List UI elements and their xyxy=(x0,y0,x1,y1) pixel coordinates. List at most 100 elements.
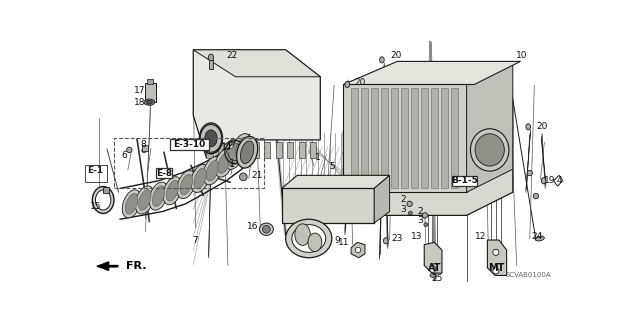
Polygon shape xyxy=(371,88,378,189)
Ellipse shape xyxy=(236,137,248,158)
Bar xyxy=(86,165,107,182)
Ellipse shape xyxy=(308,233,322,252)
Ellipse shape xyxy=(422,213,428,218)
Ellipse shape xyxy=(383,238,388,244)
Bar xyxy=(156,168,172,178)
Polygon shape xyxy=(344,85,467,192)
Ellipse shape xyxy=(526,124,531,130)
Text: AT: AT xyxy=(428,263,441,273)
Polygon shape xyxy=(218,142,224,158)
Polygon shape xyxy=(361,88,368,189)
Ellipse shape xyxy=(177,171,196,199)
Bar xyxy=(103,187,109,193)
Bar xyxy=(452,176,477,186)
Ellipse shape xyxy=(407,201,412,206)
Ellipse shape xyxy=(125,194,138,214)
Circle shape xyxy=(493,268,499,274)
Ellipse shape xyxy=(541,178,546,184)
Ellipse shape xyxy=(239,173,247,181)
Polygon shape xyxy=(451,88,458,189)
Ellipse shape xyxy=(180,174,193,195)
Ellipse shape xyxy=(533,193,539,199)
Ellipse shape xyxy=(241,141,254,164)
Circle shape xyxy=(429,266,436,272)
Polygon shape xyxy=(467,61,513,192)
Polygon shape xyxy=(282,175,390,189)
Circle shape xyxy=(493,249,499,256)
Ellipse shape xyxy=(470,129,509,171)
Polygon shape xyxy=(421,88,428,189)
Text: FR.: FR. xyxy=(126,261,147,271)
Text: E-1: E-1 xyxy=(88,166,104,175)
Ellipse shape xyxy=(430,273,435,277)
Bar xyxy=(209,60,213,69)
Ellipse shape xyxy=(475,134,504,166)
Ellipse shape xyxy=(527,170,532,176)
Ellipse shape xyxy=(203,157,222,185)
Ellipse shape xyxy=(225,141,243,169)
Polygon shape xyxy=(230,142,236,158)
Polygon shape xyxy=(299,142,305,158)
Text: 18: 18 xyxy=(134,99,146,108)
Ellipse shape xyxy=(122,190,141,218)
Ellipse shape xyxy=(355,247,361,253)
Polygon shape xyxy=(351,242,365,258)
Polygon shape xyxy=(287,142,293,158)
Text: MT: MT xyxy=(488,263,504,273)
Text: 20: 20 xyxy=(536,122,548,131)
Bar xyxy=(114,138,264,189)
Text: 3: 3 xyxy=(417,216,423,225)
Ellipse shape xyxy=(206,160,219,181)
Ellipse shape xyxy=(152,186,165,206)
Polygon shape xyxy=(344,61,520,85)
Text: 20: 20 xyxy=(355,78,366,87)
Polygon shape xyxy=(431,88,438,189)
Text: 15: 15 xyxy=(90,202,101,211)
Ellipse shape xyxy=(295,224,310,245)
Ellipse shape xyxy=(95,190,111,210)
Polygon shape xyxy=(374,175,390,223)
Text: 10: 10 xyxy=(516,51,528,60)
Ellipse shape xyxy=(127,147,132,152)
Ellipse shape xyxy=(408,211,412,215)
Ellipse shape xyxy=(262,226,270,233)
Ellipse shape xyxy=(191,164,209,192)
Text: E-8: E-8 xyxy=(156,168,172,178)
Polygon shape xyxy=(282,189,374,223)
Text: 17: 17 xyxy=(134,86,146,95)
Text: 11: 11 xyxy=(338,238,349,247)
Bar xyxy=(147,79,153,85)
Polygon shape xyxy=(276,142,282,158)
Bar xyxy=(170,139,209,150)
Text: SCVAB0100A: SCVAB0100A xyxy=(506,272,551,278)
Ellipse shape xyxy=(285,219,332,258)
Bar xyxy=(145,83,156,102)
Text: 3: 3 xyxy=(401,205,406,214)
Polygon shape xyxy=(193,50,320,77)
Ellipse shape xyxy=(142,147,148,152)
Polygon shape xyxy=(253,142,259,158)
Ellipse shape xyxy=(228,145,241,166)
Ellipse shape xyxy=(194,168,207,189)
Text: 21: 21 xyxy=(252,171,263,180)
Text: 6: 6 xyxy=(121,151,127,160)
Text: 25: 25 xyxy=(431,274,443,283)
Polygon shape xyxy=(424,242,442,273)
Polygon shape xyxy=(351,88,358,189)
Text: 1: 1 xyxy=(228,159,235,169)
Text: 2: 2 xyxy=(401,196,406,204)
Ellipse shape xyxy=(218,153,230,173)
Polygon shape xyxy=(264,142,270,158)
Text: 19: 19 xyxy=(544,176,556,185)
Ellipse shape xyxy=(292,225,326,252)
Polygon shape xyxy=(193,50,320,158)
Ellipse shape xyxy=(138,190,151,210)
Text: 2: 2 xyxy=(417,207,423,216)
Ellipse shape xyxy=(259,223,273,235)
Text: 4: 4 xyxy=(556,176,562,185)
Ellipse shape xyxy=(380,57,384,63)
Ellipse shape xyxy=(232,134,251,162)
Text: B-1-5: B-1-5 xyxy=(451,176,477,185)
Ellipse shape xyxy=(535,236,544,241)
Ellipse shape xyxy=(135,186,154,214)
